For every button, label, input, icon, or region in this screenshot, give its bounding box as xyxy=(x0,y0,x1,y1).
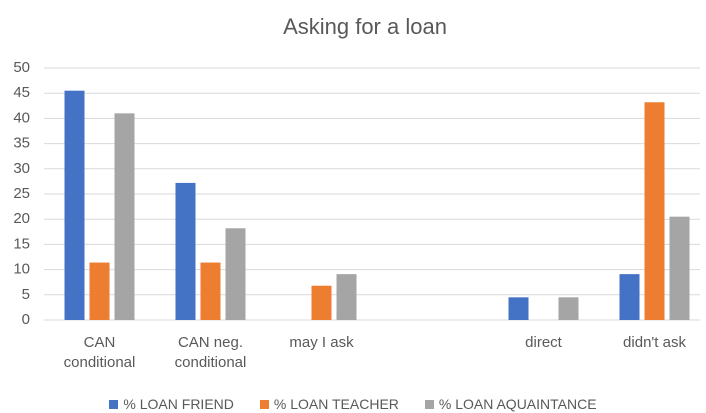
bar xyxy=(619,274,640,320)
x-tick-label: CAN conditional xyxy=(63,334,136,371)
x-tick-label: CAN neg. conditional xyxy=(174,334,247,371)
legend-swatch xyxy=(109,399,119,409)
legend-swatch xyxy=(259,399,269,409)
legend-label: % LOAN FRIEND xyxy=(123,396,234,412)
y-tick-label: 10 xyxy=(13,261,30,278)
y-tick-label: 50 xyxy=(13,59,30,76)
bar xyxy=(89,262,110,320)
y-tick-label: 25 xyxy=(13,185,30,202)
bar xyxy=(336,274,357,320)
legend-label: % LOAN AQUAINTANCE xyxy=(438,396,597,412)
bar xyxy=(644,102,665,320)
legend-label: % LOAN TEACHER xyxy=(273,396,399,412)
y-tick-label: 20 xyxy=(13,210,30,227)
x-tick-label: may I ask xyxy=(289,334,354,351)
bar xyxy=(200,262,221,320)
legend-item: % LOAN TEACHER xyxy=(259,396,399,412)
y-tick-label: 30 xyxy=(13,160,30,177)
x-tick-label: direct xyxy=(525,334,562,351)
bar xyxy=(558,297,579,320)
bar xyxy=(225,228,246,320)
y-tick-label: 40 xyxy=(13,109,30,126)
bar xyxy=(64,90,85,321)
legend-item: % LOAN FRIEND xyxy=(109,396,234,412)
bar xyxy=(311,285,332,320)
y-tick-label: 35 xyxy=(13,135,30,152)
chart-title: Asking for a loan xyxy=(283,14,447,39)
legend-item: % LOAN AQUAINTANCE xyxy=(424,396,597,412)
bar xyxy=(114,113,135,320)
y-tick-label: 45 xyxy=(13,84,30,101)
y-tick-label: 0 xyxy=(22,311,30,328)
legend-swatch xyxy=(424,399,434,409)
bar xyxy=(669,216,690,320)
legend: % LOAN FRIEND % LOAN TEACHER % LOAN AQUAIN… xyxy=(0,396,706,412)
y-tick-label: 15 xyxy=(13,235,30,252)
bar xyxy=(175,182,196,320)
y-tick-label: 5 xyxy=(22,286,30,303)
x-tick-label: didn't ask xyxy=(623,334,686,351)
bar xyxy=(508,297,529,320)
